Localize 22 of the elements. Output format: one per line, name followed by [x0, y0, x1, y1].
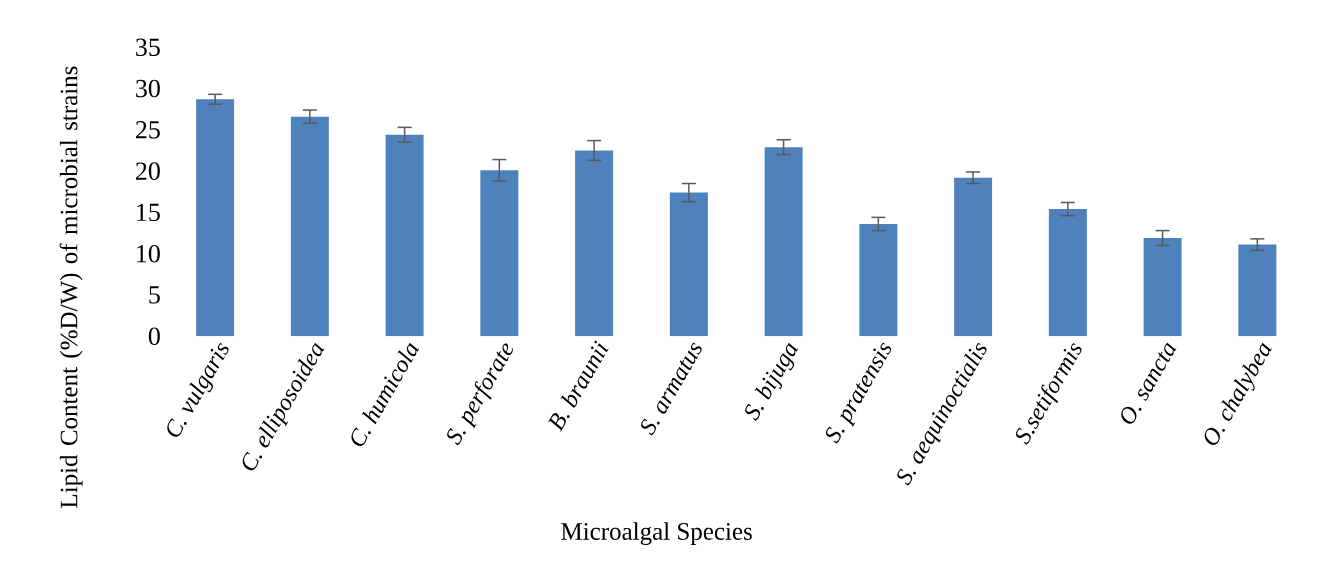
- y-tick-label: 10: [137, 244, 160, 263]
- y-tick-label: 25: [136, 121, 160, 139]
- bar: [669, 192, 708, 337]
- y-tick-label: 30: [136, 79, 160, 98]
- x-axis-title: Microalgal Species: [561, 522, 752, 546]
- y-tick-label: 15: [137, 203, 160, 222]
- y-tick-label: 35: [136, 38, 160, 56]
- y-tick-label: 5: [149, 286, 160, 304]
- bar: [196, 99, 235, 337]
- bar: [954, 177, 993, 337]
- bar: [1238, 244, 1277, 337]
- bar: [480, 170, 519, 337]
- bar: [764, 147, 803, 337]
- y-tick-label: 20: [136, 162, 160, 180]
- bar: [1048, 209, 1087, 337]
- y-axis-title: Lipid Content (%D/W) of microbial strains: [59, 66, 83, 508]
- bar: [290, 116, 329, 337]
- bar: [1143, 238, 1182, 337]
- bar: [385, 134, 424, 337]
- bar: [575, 150, 614, 337]
- bar: [859, 223, 898, 337]
- y-tick-label: 0: [148, 327, 160, 346]
